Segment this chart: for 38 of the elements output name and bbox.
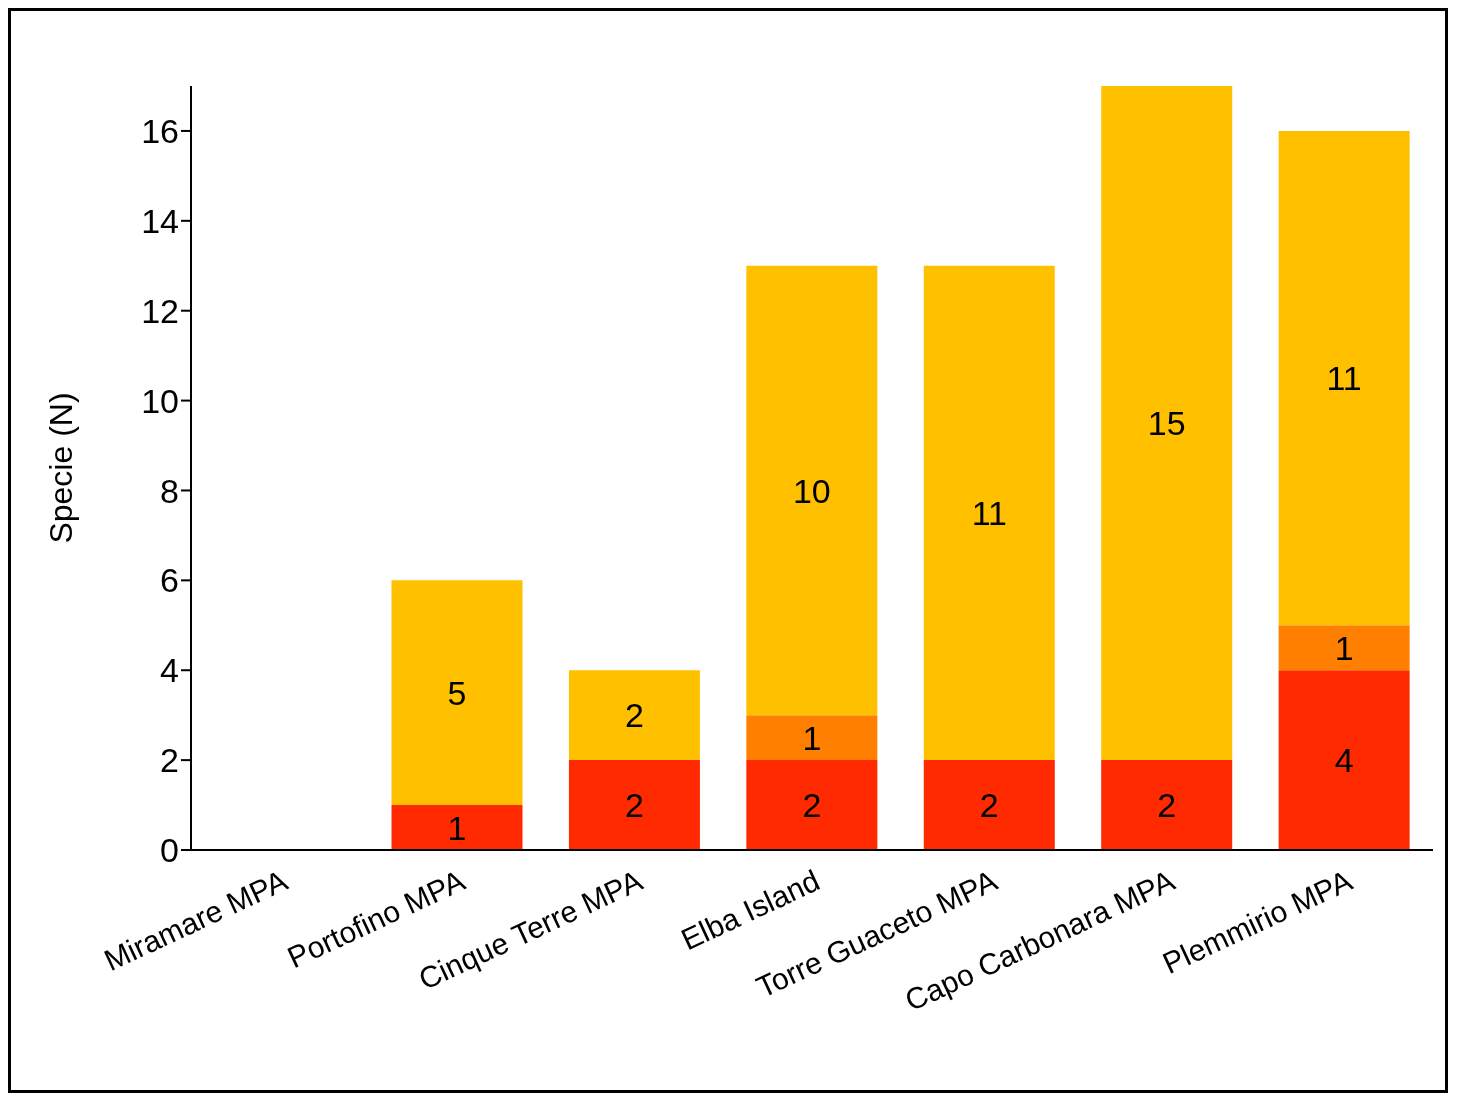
bar: [1278, 625, 1410, 671]
y-axis-title: Specie (N): [43, 392, 80, 544]
bar: [1101, 86, 1233, 761]
y-tick-label: 14: [141, 201, 179, 240]
y-tick-label: 12: [141, 291, 179, 330]
y-tick-label: 16: [141, 112, 179, 151]
data-label: 15: [1147, 404, 1186, 443]
data-label: 1: [1334, 628, 1354, 667]
y-tick-label: 2: [160, 741, 179, 780]
y-tick-label: 8: [160, 471, 179, 510]
data-label: 5: [447, 673, 467, 712]
bar: [1101, 760, 1233, 850]
data-label: 4: [1334, 741, 1354, 780]
data-label: 2: [979, 786, 999, 825]
bar: [923, 265, 1055, 761]
data-label: 2: [624, 696, 644, 735]
data-label: 1: [802, 718, 822, 757]
data-label: 2: [1157, 786, 1177, 825]
y-tick-label: 0: [160, 831, 179, 870]
data-label: 11: [971, 494, 1007, 533]
bar: [568, 760, 700, 850]
data-label: 2: [624, 786, 644, 825]
data-label: 10: [792, 471, 831, 510]
data-label: 1: [447, 808, 467, 847]
bar: [391, 580, 523, 806]
y-tick-label: 4: [160, 651, 179, 690]
bar: [1278, 130, 1410, 626]
y-tick-label: 10: [141, 381, 179, 420]
data-label: 11: [1326, 359, 1362, 398]
y-tick-label: 6: [160, 561, 179, 600]
bar: [391, 805, 523, 850]
bar: [746, 265, 878, 716]
bar: [1278, 670, 1410, 850]
bar: [923, 760, 1055, 850]
bar: [746, 760, 878, 850]
bar: [568, 670, 700, 761]
data-label: 2: [802, 786, 822, 825]
bar: [746, 715, 878, 761]
